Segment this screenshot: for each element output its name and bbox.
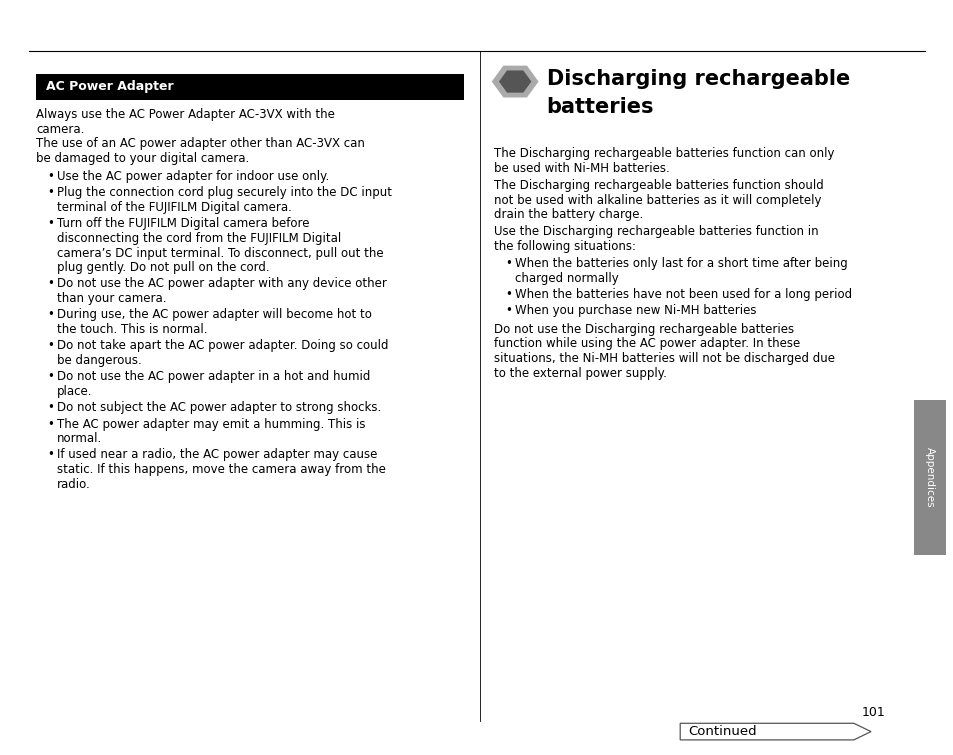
Text: Do not use the AC power adapter with any device other: Do not use the AC power adapter with any… — [57, 278, 387, 291]
Text: Always use the AC Power Adapter AC-3VX with the: Always use the AC Power Adapter AC-3VX w… — [36, 108, 335, 121]
Text: If used near a radio, the AC power adapter may cause: If used near a radio, the AC power adapt… — [57, 448, 377, 461]
Text: When you purchase new Ni-MH batteries: When you purchase new Ni-MH batteries — [515, 304, 756, 317]
Text: •: • — [505, 288, 512, 301]
Text: plug gently. Do not pull on the cord.: plug gently. Do not pull on the cord. — [57, 261, 270, 274]
Text: •: • — [48, 418, 54, 430]
Bar — [36, 74, 463, 100]
Text: The use of an AC power adapter other than AC-3VX can: The use of an AC power adapter other tha… — [36, 137, 365, 150]
Text: batteries: batteries — [546, 97, 654, 116]
Text: AC Power Adapter: AC Power Adapter — [46, 80, 173, 94]
Text: drain the battery charge.: drain the battery charge. — [494, 208, 642, 221]
Text: disconnecting the cord from the FUJIFILM Digital: disconnecting the cord from the FUJIFILM… — [57, 232, 341, 245]
Text: terminal of the FUJIFILM Digital camera.: terminal of the FUJIFILM Digital camera. — [57, 201, 292, 214]
Text: camera’s DC input terminal. To disconnect, pull out the: camera’s DC input terminal. To disconnec… — [57, 246, 383, 260]
Text: Do not subject the AC power adapter to strong shocks.: Do not subject the AC power adapter to s… — [57, 402, 381, 414]
Text: Do not take apart the AC power adapter. Doing so could: Do not take apart the AC power adapter. … — [57, 340, 388, 353]
Text: place.: place. — [57, 385, 92, 398]
Text: •: • — [48, 217, 54, 230]
Text: Plug the connection cord plug securely into the DC input: Plug the connection cord plug securely i… — [57, 186, 392, 199]
Polygon shape — [679, 723, 870, 740]
Text: normal.: normal. — [57, 432, 102, 445]
Text: than your camera.: than your camera. — [57, 292, 167, 305]
Text: •: • — [48, 402, 54, 414]
Text: •: • — [505, 304, 512, 317]
Text: be used with Ni-MH batteries.: be used with Ni-MH batteries. — [494, 162, 669, 175]
Text: Do not use the AC power adapter in a hot and humid: Do not use the AC power adapter in a hot… — [57, 371, 370, 384]
Text: Continued: Continued — [687, 725, 756, 738]
Text: function while using the AC power adapter. In these: function while using the AC power adapte… — [494, 337, 800, 350]
Text: situations, the Ni-MH batteries will not be discharged due: situations, the Ni-MH batteries will not… — [494, 353, 834, 365]
Text: Appendices: Appendices — [924, 447, 934, 508]
Text: •: • — [48, 340, 54, 353]
Text: the touch. This is normal.: the touch. This is normal. — [57, 323, 208, 336]
Text: Turn off the FUJIFILM Digital camera before: Turn off the FUJIFILM Digital camera bef… — [57, 217, 310, 230]
Text: The AC power adapter may emit a humming. This is: The AC power adapter may emit a humming.… — [57, 418, 365, 430]
Text: Discharging rechargeable: Discharging rechargeable — [546, 69, 849, 89]
Text: not be used with alkaline batteries as it will completely: not be used with alkaline batteries as i… — [494, 193, 821, 207]
Text: The Discharging rechargeable batteries function can only: The Discharging rechargeable batteries f… — [494, 147, 834, 160]
Text: to the external power supply.: to the external power supply. — [494, 367, 666, 380]
Text: charged normally: charged normally — [515, 272, 618, 285]
Text: During use, the AC power adapter will become hot to: During use, the AC power adapter will be… — [57, 309, 372, 322]
Text: Do not use the Discharging rechargeable batteries: Do not use the Discharging rechargeable … — [494, 323, 794, 336]
Text: •: • — [505, 257, 512, 270]
Text: 101: 101 — [862, 706, 884, 719]
Text: the following situations:: the following situations: — [494, 240, 636, 253]
Polygon shape — [498, 70, 531, 93]
Text: When the batteries have not been used for a long period: When the batteries have not been used fo… — [515, 288, 851, 301]
Text: •: • — [48, 278, 54, 291]
Text: Use the AC power adapter for indoor use only.: Use the AC power adapter for indoor use … — [57, 170, 329, 183]
Text: •: • — [48, 309, 54, 322]
Text: •: • — [48, 186, 54, 199]
Text: camera.: camera. — [36, 122, 85, 136]
Polygon shape — [491, 65, 538, 98]
Text: •: • — [48, 170, 54, 183]
Text: be damaged to your digital camera.: be damaged to your digital camera. — [36, 153, 250, 165]
Text: •: • — [48, 448, 54, 461]
Text: The Discharging rechargeable batteries function should: The Discharging rechargeable batteries f… — [494, 179, 823, 192]
Text: radio.: radio. — [57, 478, 91, 491]
Text: be dangerous.: be dangerous. — [57, 354, 142, 367]
Text: When the batteries only last for a short time after being: When the batteries only last for a short… — [515, 257, 847, 270]
Text: Use the Discharging rechargeable batteries function in: Use the Discharging rechargeable batteri… — [494, 225, 818, 239]
Text: static. If this happens, move the camera away from the: static. If this happens, move the camera… — [57, 463, 386, 476]
Bar — [913, 400, 945, 555]
Text: •: • — [48, 371, 54, 384]
